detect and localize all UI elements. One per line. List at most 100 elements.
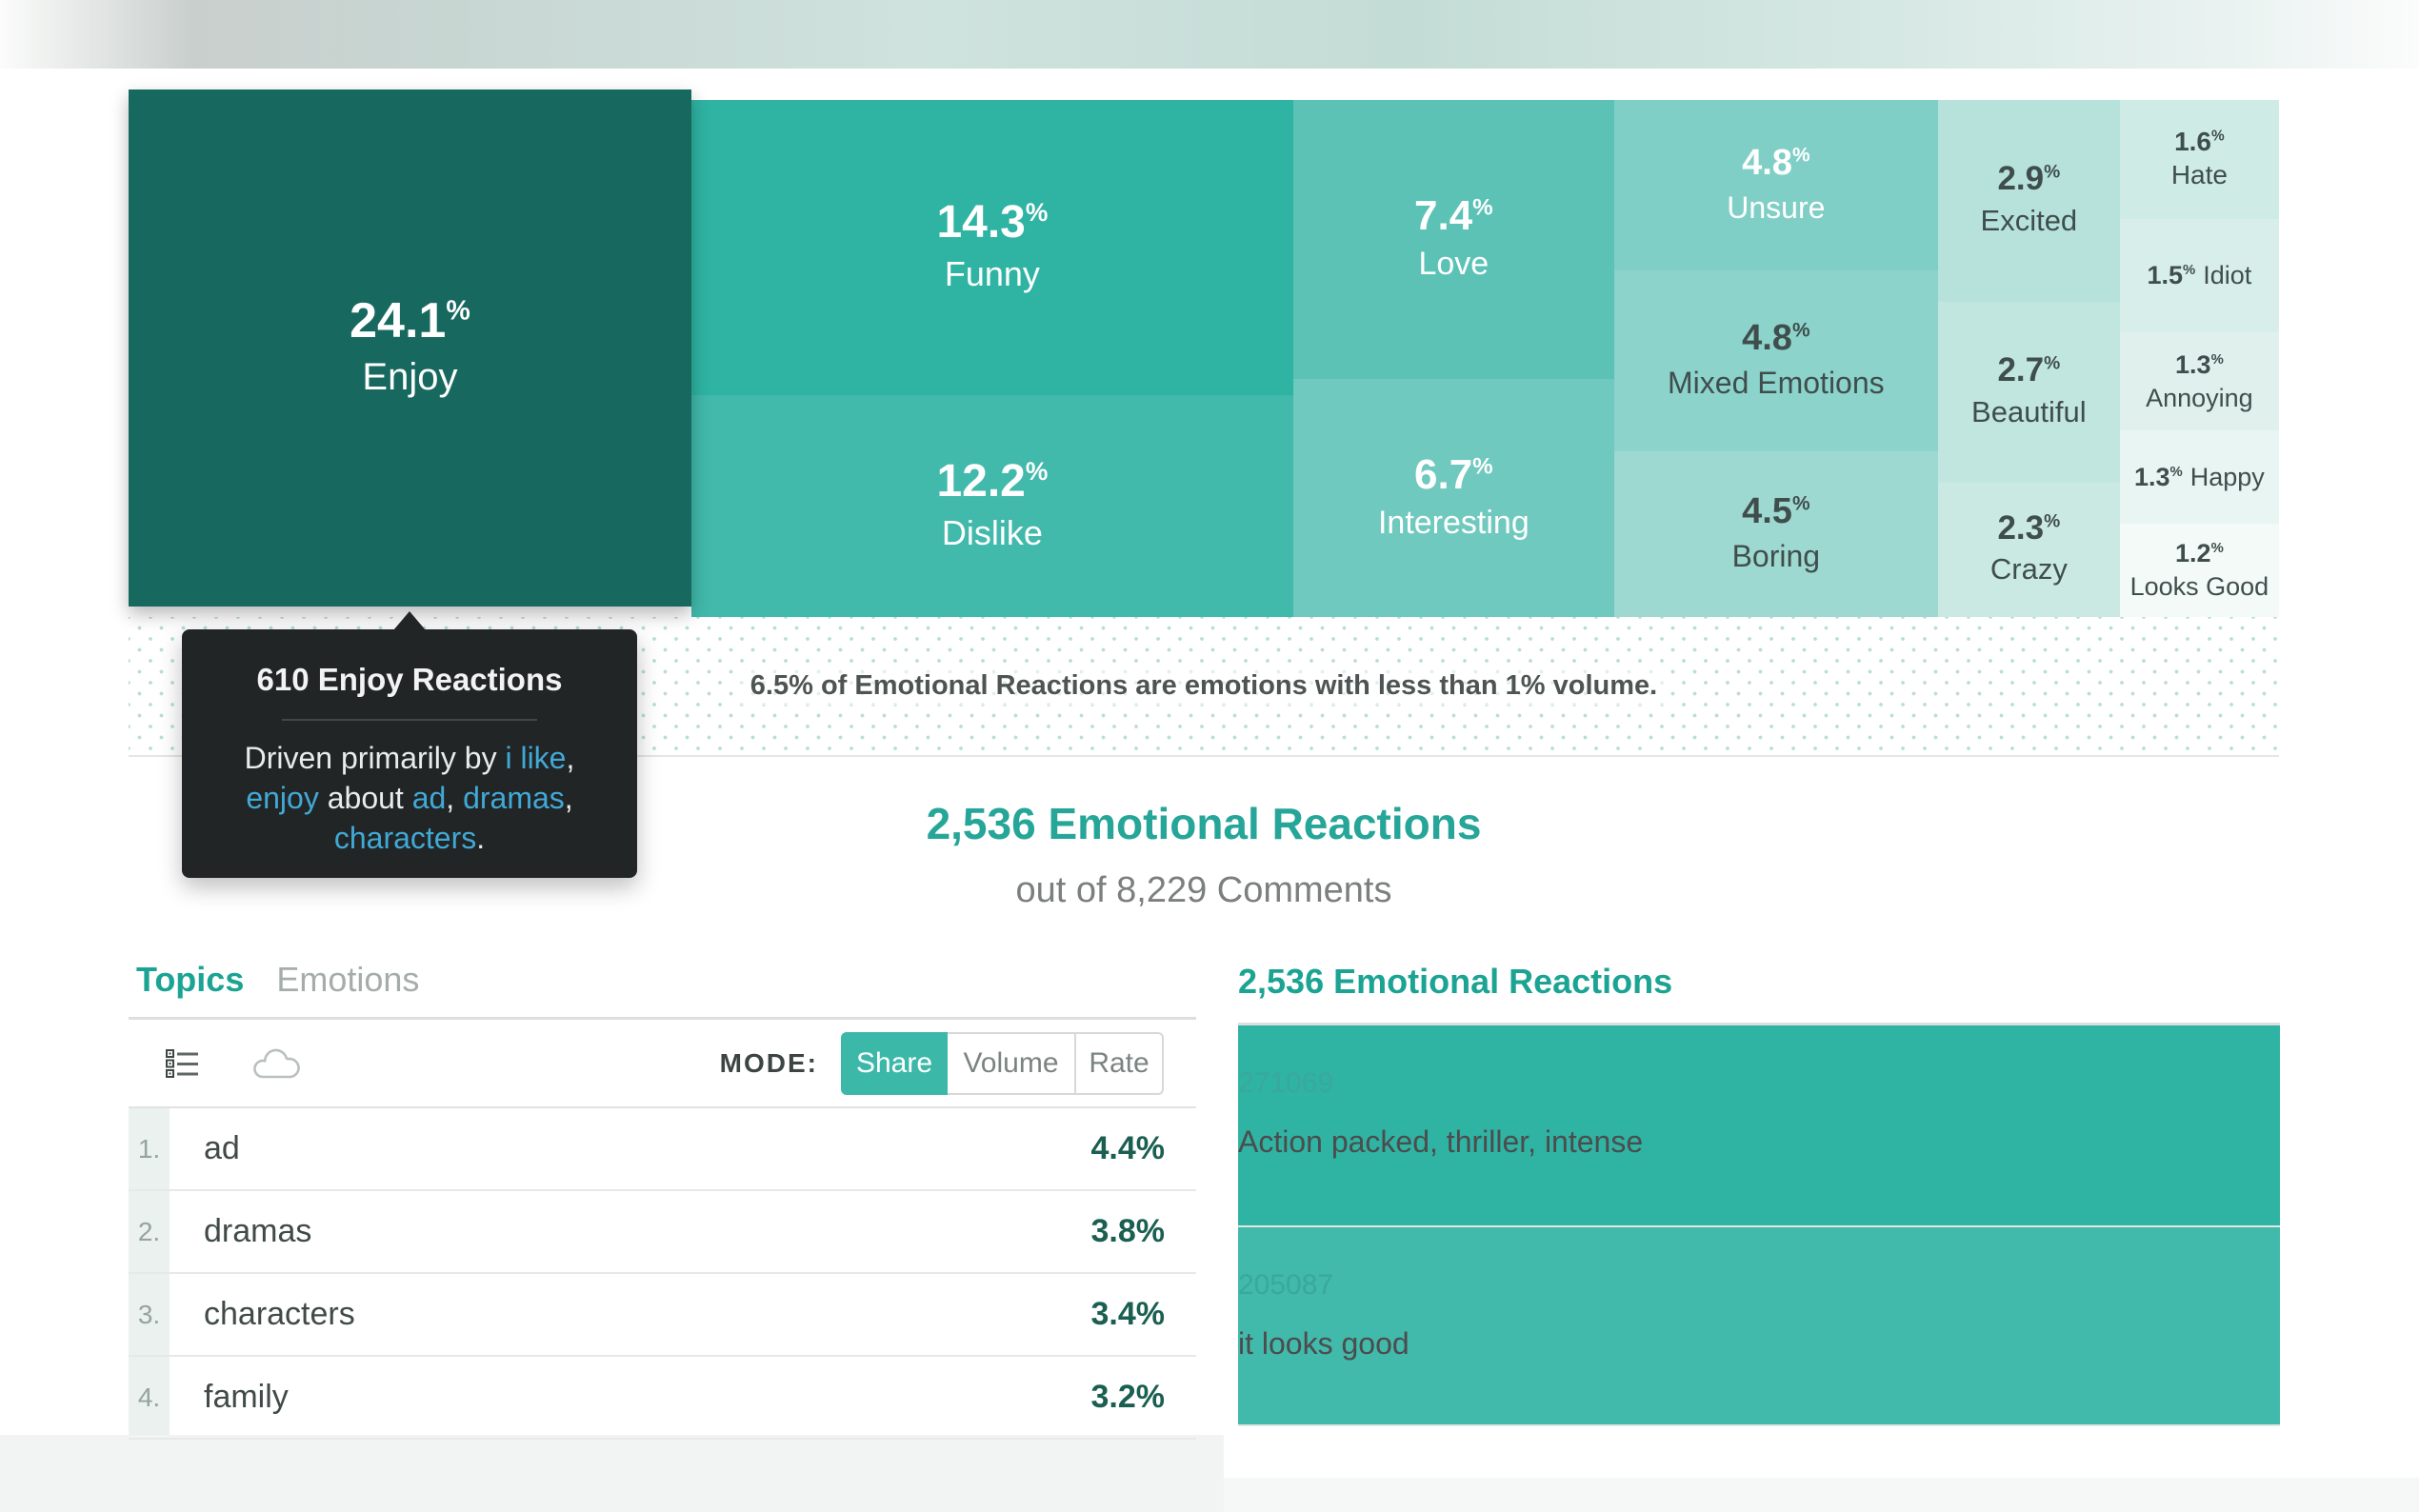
enjoy-tooltip: 610 Enjoy Reactions Driven primarily by … (182, 611, 637, 878)
cell-value: 4.8% (1742, 318, 1810, 359)
cell-value: 2.9% (1997, 160, 2061, 198)
tooltip-link-dramas[interactable]: dramas (463, 781, 565, 815)
cell-label: Hate (2170, 159, 2228, 189)
tooltip-link-enjoy[interactable]: enjoy (246, 781, 319, 815)
treemap-col-1: 24.1% Enjoy (129, 90, 691, 617)
list-view-icon[interactable] (165, 1047, 201, 1080)
treemap-cell-hate[interactable]: 1.6% Hate (2119, 100, 2279, 219)
mode-button-share[interactable]: Share (841, 1031, 948, 1095)
tab-emotions[interactable]: Emotions (276, 960, 420, 999)
cell-label: Beautiful (1971, 394, 2087, 428)
mode-button-rate[interactable]: Rate (1076, 1031, 1164, 1095)
comment-id[interactable]: 271069 (1238, 1067, 1334, 1099)
treemap-cell-enjoy[interactable]: 24.1% Enjoy (129, 90, 691, 607)
cell-label: Funny (944, 254, 1040, 294)
topic-rank: 3. (137, 1299, 161, 1329)
topic-rank: 1. (137, 1133, 161, 1164)
cell-value: 6.7% (1414, 450, 1493, 498)
cell-label: Happy (2189, 462, 2265, 491)
treemap-footnote: 6.5% of Emotional Reactions are emotions… (740, 666, 1668, 706)
tooltip-arrow-icon (393, 611, 426, 630)
treemap-cell-excited[interactable]: 2.9% Excited (1937, 100, 2120, 302)
treemap-col-4: 4.8% Unsure 4.8% Mixed Emotions 4.5% Bor… (1613, 100, 1938, 617)
cell-label: Enjoy (362, 355, 458, 398)
cell-value: 7.4% (1414, 192, 1493, 240)
comment-text: Action packed, thriller, intense (1238, 1124, 1644, 1159)
tabs-divider (129, 1017, 1196, 1020)
word-cloud-icon[interactable] (250, 1045, 300, 1082)
topics-panel: Topics Emotions MODE: (129, 952, 1196, 1441)
cell-value: 2.7% (1997, 351, 2061, 389)
treemap-cell-annoying[interactable]: 1.3% Annoying (2119, 332, 2279, 431)
comments-panel: 2,536 Emotional Reactions 271069 Action … (1238, 952, 2280, 1426)
mode-button-volume[interactable]: Volume (948, 1031, 1076, 1095)
topic-row-dramas[interactable]: 2. dramas 3.8% (129, 1191, 1196, 1274)
cell-label: Boring (1731, 539, 1821, 574)
mode-switcher: MODE: Share Volume Rate (719, 1031, 1164, 1095)
cell-label: Excited (1980, 203, 2078, 237)
tooltip-link-i-like[interactable]: i like (505, 741, 567, 775)
cell-label: Love (1418, 246, 1489, 283)
treemap-cell-funny[interactable]: 14.3% Funny (690, 100, 1293, 395)
treemap-cell-crazy[interactable]: 2.3% Crazy (1937, 482, 2120, 617)
comment-item: 271069 Action packed, thriller, intense (1238, 1025, 2280, 1227)
treemap-cell-boring[interactable]: 4.5% Boring (1613, 451, 1938, 617)
mode-button-group: Share Volume Rate (841, 1031, 1164, 1095)
tooltip-text: , (446, 781, 464, 815)
topic-share-value: 3.8% (1090, 1213, 1166, 1249)
tooltip-text: , (566, 741, 575, 775)
treemap-cell-beautiful[interactable]: 2.7% Beautiful (1937, 301, 2120, 483)
treemap-cell-looks-good[interactable]: 1.2% Looks Good (2119, 524, 2279, 617)
stats-block: 2,536 Emotional Reactions out of 8,229 C… (129, 798, 2279, 911)
tooltip-divider (282, 719, 537, 721)
comment-text: it looks good (1238, 1326, 1409, 1361)
comments-header-divider (1238, 1023, 2280, 1025)
treemap-col-5: 2.9% Excited 2.7% Beautiful 2.3% Crazy (1937, 100, 2120, 617)
treemap-cell-happy[interactable]: 1.3% Happy (2119, 430, 2279, 525)
treemap-cell-unsure[interactable]: 4.8% Unsure (1613, 100, 1938, 271)
treemap-col-3: 7.4% Love 6.7% Interesting (1292, 100, 1614, 617)
treemap-cell-mixed-emotions[interactable]: 4.8% Mixed Emotions (1613, 270, 1938, 452)
topic-row-ad[interactable]: 1. ad 4.4% (129, 1108, 1196, 1191)
comment-item: 205087 it looks good (1238, 1227, 2280, 1426)
treemap-col-6: 1.6% Hate 1.5% Idiot 1.3% Annoying 1.3% … (2119, 100, 2279, 617)
mode-label: MODE: (719, 1047, 818, 1078)
comments-header: 2,536 Emotional Reactions (1238, 962, 1673, 1001)
cell-label: Crazy (1989, 552, 2068, 587)
cell-label: Annoying (2146, 383, 2253, 412)
topic-row-characters[interactable]: 3. characters 3.4% (129, 1274, 1196, 1357)
topic-rank: 2. (137, 1216, 161, 1246)
cell-value: 1.6% (2174, 127, 2225, 157)
cell-label: Idiot (2203, 261, 2252, 290)
cell-value: 14.3% (936, 197, 1049, 249)
rank-column-strip (129, 1108, 170, 1441)
treemap-cell-love[interactable]: 7.4% Love (1292, 100, 1614, 380)
treemap-col-2: 14.3% Funny 12.2% Dislike (690, 100, 1293, 617)
tab-topics[interactable]: Topics (136, 960, 245, 999)
cell-label: Interesting (1377, 504, 1529, 541)
view-switcher (129, 1045, 300, 1082)
treemap-cell-interesting[interactable]: 6.7% Interesting (1292, 379, 1614, 617)
comment-id[interactable]: 205087 (1238, 1269, 1334, 1301)
cell-label: Dislike (941, 512, 1043, 552)
topic-share-value: 3.4% (1090, 1296, 1166, 1332)
topics-toolbar: MODE: Share Volume Rate (129, 1020, 1196, 1108)
topics-list: 1. ad 4.4% 2. dramas 3.8% 3. characters … (129, 1108, 1196, 1441)
stats-comments-count: out of 8,229 Comments (1015, 870, 1392, 910)
cell-label: Mixed Emotions (1668, 366, 1885, 401)
treemap-cell-idiot[interactable]: 1.5% Idiot (2119, 218, 2279, 333)
topic-label: characters (204, 1296, 355, 1332)
cell-value: 4.5% (1742, 491, 1810, 532)
tooltip-body: Driven primarily by i like, enjoy about … (216, 738, 603, 858)
tooltip-link-characters[interactable]: characters (333, 821, 477, 855)
topic-share-value: 3.2% (1090, 1379, 1166, 1415)
cell-value: 24.1% (350, 293, 470, 349)
tooltip-link-ad[interactable]: ad (411, 781, 447, 815)
topic-row-family[interactable]: 4. family 3.2% (129, 1357, 1196, 1440)
treemap-cell-dislike[interactable]: 12.2% Dislike (690, 394, 1293, 617)
cell-value: 4.8% (1742, 142, 1810, 183)
cell-value: 1.2% (2175, 538, 2224, 567)
tooltip-title: 610 Enjoy Reactions (256, 662, 563, 697)
tooltip-text: . (476, 821, 486, 855)
tooltip-text: , (564, 781, 573, 815)
